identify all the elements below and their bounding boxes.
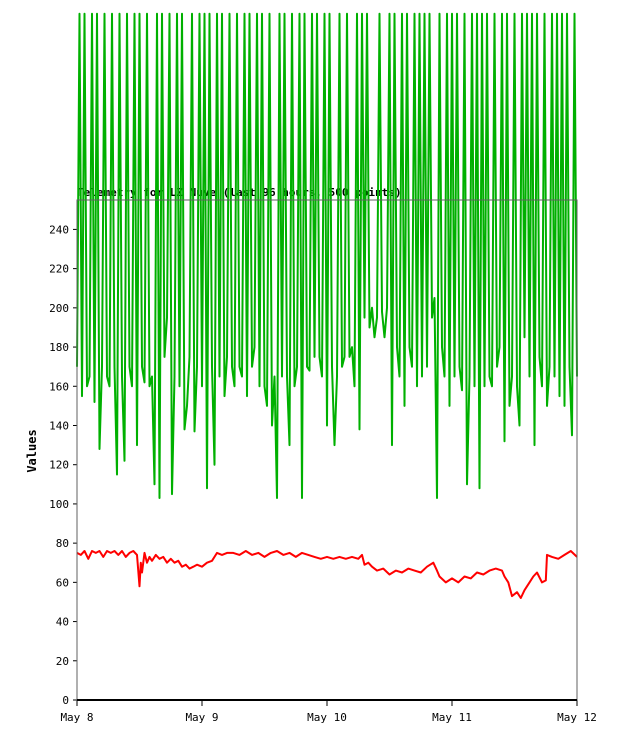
y-axis: 0 20 40 60 80 100 120 140 160 180 200 220 240 — [49, 223, 77, 707]
series-line-2 — [76, 550, 578, 599]
y-tick-label: 220 — [49, 263, 69, 276]
x-tick-label: May 11 — [432, 711, 472, 724]
y-tick-label: 40 — [56, 616, 69, 629]
y-axis-title: Values — [25, 429, 39, 472]
y-tick-label: 160 — [49, 380, 69, 393]
y-tick-label: 200 — [49, 302, 69, 315]
y-tick-label: 240 — [49, 223, 69, 236]
y-tick-label: 60 — [56, 576, 69, 589]
x-tick-label: May 9 — [185, 711, 218, 724]
series-line-1 — [76, 12, 578, 499]
y-tick-label: 80 — [56, 537, 69, 550]
y-tick-label: 120 — [49, 459, 69, 472]
x-tick-label: May 10 — [307, 711, 347, 724]
series-layer — [76, 12, 578, 599]
x-axis: May 8 May 9 May 10 May 11 May 12 — [60, 700, 597, 724]
x-tick-label: May 12 — [557, 711, 597, 724]
y-tick-label: 0 — [62, 694, 69, 707]
y-tick-label: 100 — [49, 498, 69, 511]
y-tick-label: 20 — [56, 655, 69, 668]
x-tick-label: May 8 — [60, 711, 93, 724]
y-tick-label: 180 — [49, 341, 69, 354]
y-tick-label: 140 — [49, 419, 69, 432]
